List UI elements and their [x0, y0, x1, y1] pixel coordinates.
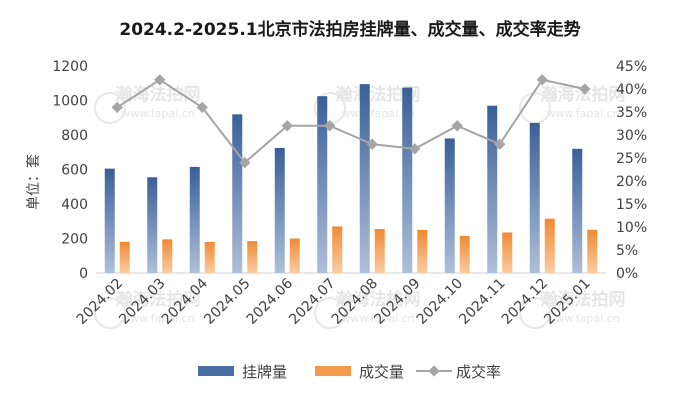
right-axis-tick-label: 30%: [616, 128, 647, 144]
rate-marker: [239, 156, 251, 169]
rate-marker: [409, 143, 421, 155]
listing-bar: [402, 87, 413, 273]
watermark-url: www.fapai.cn: [341, 107, 414, 120]
x-axis-tick-label: 2024.10: [414, 276, 466, 328]
listing-bar: [232, 114, 243, 273]
listing-bar: [317, 96, 328, 273]
watermark-text: 瀚海法拍网: [335, 84, 421, 105]
deal-bar: [204, 241, 215, 273]
listing-bar: [444, 138, 455, 273]
chart-title: 2024.2-2025.1北京市法拍房挂牌量、成交量、成交率走势: [119, 19, 580, 40]
x-axis-tick-label: 2024.05: [201, 276, 253, 328]
rate-line-layer: [111, 74, 591, 169]
right-axis-tick-label: 25%: [616, 151, 647, 167]
x-axis-tick-label: 2024.11: [456, 276, 508, 328]
listing-bar: [147, 177, 158, 273]
right-axis-tick-label: 10%: [616, 220, 647, 236]
right-axis-tick-label: 40%: [616, 82, 647, 98]
right-axis-tick-label: 20%: [616, 174, 647, 190]
x-axis-tick-label: 2024.06: [244, 275, 296, 327]
left-axis-tick-label: 200: [61, 232, 88, 248]
listing-bar: [274, 147, 285, 273]
watermark-url: www.fapai.cn: [121, 107, 194, 120]
deal-bar: [459, 235, 470, 273]
listing-bar: [189, 166, 200, 273]
rate-marker: [536, 74, 548, 86]
rate-marker: [366, 138, 378, 150]
left-axis-tick-label: 600: [61, 163, 88, 179]
watermark-seal: [94, 297, 126, 329]
watermark-seal: [519, 297, 551, 329]
right-axis-tick-label: 45%: [616, 59, 647, 75]
right-axis-tick-label: 35%: [616, 105, 647, 121]
listing-bar: [487, 105, 498, 273]
watermark-url: www.fapai.cn: [121, 312, 194, 325]
deal-bar: [332, 226, 343, 273]
legend-swatch-deal: [315, 366, 351, 376]
watermark-url: www.fapai.cn: [546, 107, 619, 120]
right-axis-tick-label: 15%: [616, 197, 647, 213]
rate-line: [116, 78, 585, 165]
x-axis-tick-label: 2024.07: [286, 276, 338, 328]
deal-bar: [417, 229, 428, 273]
rate-marker: [494, 138, 506, 150]
bars-layer: [104, 84, 598, 273]
legend-label-rate: 成交率: [456, 363, 501, 381]
left-axis-tick-label: 800: [61, 128, 88, 144]
watermark-text: 瀚海法拍网: [540, 84, 626, 105]
right-axis-ticks: 0% 5% 10% 15% 20% 25% 30% 35% 40% 45%: [616, 59, 647, 282]
watermark-seal: [94, 92, 126, 124]
left-axis-tick-label: 400: [61, 197, 88, 213]
watermark-text: 瀚海法拍网: [335, 289, 421, 310]
deal-bar: [162, 239, 173, 273]
left-axis-ticks: 0 200 400 600 800 1000 1200: [52, 59, 88, 282]
deal-bar: [587, 229, 598, 273]
listing-bar: [529, 122, 540, 273]
watermark-url: www.fapai.cn: [546, 312, 619, 325]
deal-bar: [502, 232, 513, 273]
watermark-text: 瀚海法拍网: [540, 289, 626, 310]
legend-label-deal: 成交量: [359, 363, 404, 381]
deal-bar: [289, 238, 300, 273]
watermark-url: www.fapai.cn: [341, 312, 414, 325]
watermark-layer: 瀚海法拍网 www.fapai.cn 瀚海法拍网 www.fapai.cn 瀚海法拍网 w…: [94, 84, 626, 329]
deal-bar: [544, 218, 555, 273]
left-axis-tick-label: 1000: [52, 94, 88, 110]
right-axis-tick-label: 5%: [616, 243, 638, 259]
listing-bar: [572, 148, 583, 273]
rate-marker: [154, 74, 166, 86]
deal-bar: [374, 229, 385, 273]
left-axis-tick-label: 0: [79, 266, 88, 282]
legend-label-listing: 挂牌量: [242, 363, 287, 381]
watermark-text: 瀚海法拍网: [115, 289, 201, 310]
left-axis-tick-label: 1200: [52, 59, 88, 75]
watermark-seal: [314, 297, 346, 329]
right-axis-tick-label: 0%: [616, 266, 638, 282]
legend-swatch-listing: [198, 366, 234, 376]
rate-marker: [451, 120, 463, 132]
listing-bar: [104, 168, 115, 273]
legend-marker-rate: [428, 365, 440, 377]
legend: 挂牌量 成交量 成交率: [198, 363, 501, 381]
y-axis-label: 单位：套: [26, 154, 42, 210]
deal-bar: [119, 241, 130, 273]
listing-bar: [359, 84, 370, 273]
deal-bar: [247, 241, 258, 273]
watermark-text: 瀚海法拍网: [115, 84, 201, 105]
